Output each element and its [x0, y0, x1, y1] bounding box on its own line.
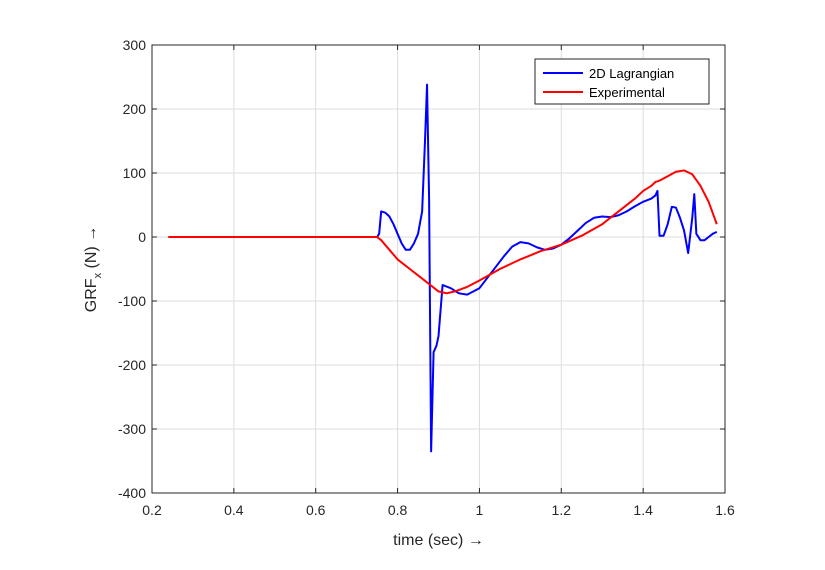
y-tick-label: 200: [123, 101, 147, 117]
y-tick-label: -100: [118, 293, 146, 309]
x-axis-label: time (sec) →: [393, 532, 484, 549]
x-tick-label: 1.2: [552, 502, 572, 518]
y-tick-label: 100: [123, 165, 147, 181]
legend-entry-2d-lagrangian: 2D Lagrangian: [589, 66, 674, 81]
y-axis-label-unit: (N) →: [83, 226, 100, 273]
x-tick-label: 1.6: [715, 502, 735, 518]
y-tick-label: 300: [123, 37, 147, 53]
y-tick-label: -200: [118, 357, 146, 373]
grid-lines: [151, 44, 726, 494]
plot-frame: [151, 44, 726, 494]
legend-entry-experimental: Experimental: [589, 85, 665, 100]
y-tick-label: 0: [138, 229, 146, 245]
y-tick-label: -300: [118, 421, 146, 437]
x-tick-label: 1.4: [633, 502, 653, 518]
legend-box: [534, 58, 710, 105]
plot-series: [168, 83, 718, 453]
y-axis-label-main: GRF: [83, 278, 100, 312]
y-axis-label: GRFx (N) →: [83, 226, 104, 312]
x-tick-label: 0.4: [224, 502, 244, 518]
series-line-2d-lagrangian: [168, 83, 718, 453]
x-tick-label: 1: [476, 502, 484, 518]
x-tick-label: 0.8: [388, 502, 408, 518]
x-tick-label: 0.6: [306, 502, 326, 518]
y-axis-label-subscript: x: [92, 272, 104, 278]
x-tick-label: 0.2: [142, 502, 162, 518]
y-tick-label: -400: [118, 485, 146, 501]
legend: 2D Lagrangian Experimental: [534, 58, 710, 105]
series-line-experimental: [168, 169, 718, 295]
axis-ticks: 0.2 0.4 0.6 0.8 1 1.2 1.4 1.6 -400 -300 -200 -100 0 1…: [118, 37, 735, 518]
